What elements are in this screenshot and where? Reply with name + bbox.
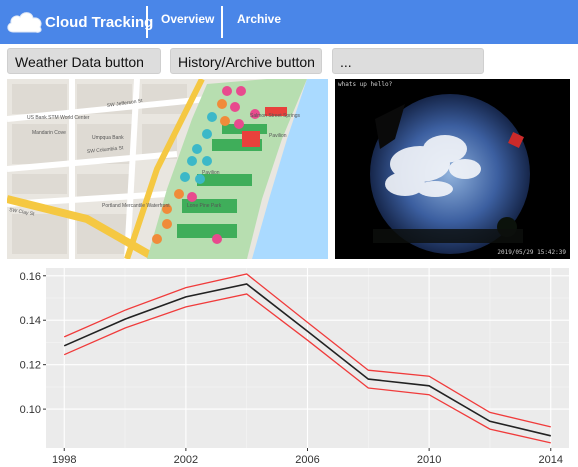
place-label: Pavilion bbox=[269, 133, 287, 139]
x-tick-label: 2014 bbox=[539, 454, 563, 466]
x-tick-label: 1998 bbox=[52, 454, 76, 466]
street-label: SW Clay St bbox=[9, 207, 36, 217]
cloud-logo-icon bbox=[7, 12, 42, 33]
y-tick-label: 0.12 bbox=[20, 360, 41, 372]
fisheye-sky-icon bbox=[370, 94, 530, 254]
x-tick-label: 2002 bbox=[174, 454, 198, 466]
nav-link-archive[interactable]: Archive bbox=[237, 12, 282, 26]
more-button[interactable]: ... bbox=[332, 48, 484, 74]
place-label: Umpqua Bank bbox=[92, 135, 124, 141]
map-canvas: SW Jefferson St SW Columbia St SW Clay S… bbox=[7, 79, 328, 259]
place-label: Lone Pine Park bbox=[187, 203, 222, 209]
series-line-2 bbox=[63, 293, 551, 444]
y-tick-label: 0.14 bbox=[20, 315, 41, 327]
street-label: SW Columbia St bbox=[87, 145, 125, 155]
history-archive-button[interactable]: History/Archive button bbox=[170, 48, 322, 74]
x-tick-label: 2010 bbox=[417, 454, 441, 466]
place-label: Mandarin Cove bbox=[32, 130, 66, 136]
top-navbar: Cloud Tracking Overview Archive bbox=[0, 0, 578, 44]
place-label: US Bank STM World Center bbox=[27, 115, 90, 121]
sky-camera-image: whats up hello? 2019/05/29 15:42:39 bbox=[335, 79, 570, 259]
nav-divider bbox=[221, 6, 223, 38]
x-tick-label: 2006 bbox=[295, 454, 319, 466]
series-line-0 bbox=[63, 283, 551, 437]
place-label: Salmon Street Springs bbox=[250, 113, 301, 119]
place-label: Pavilion bbox=[202, 170, 220, 176]
line-chart: 1998 2002 2006 2010 2014 0.10 0.12 0.14 0.16 bbox=[20, 268, 569, 466]
nav-link-overview[interactable]: Overview bbox=[161, 12, 215, 26]
brand[interactable]: Cloud Tracking bbox=[5, 6, 153, 38]
camera-timestamp: 2019/05/29 15:42:39 bbox=[497, 249, 566, 256]
trend-chart: 1998 2002 2006 2010 2014 0.10 0.12 0.14 0.16 bbox=[0, 262, 578, 467]
waterfront-map[interactable]: SW Jefferson St SW Columbia St SW Clay S… bbox=[7, 79, 328, 259]
weather-data-button[interactable]: Weather Data button bbox=[7, 48, 161, 74]
brand-title: Cloud Tracking bbox=[45, 14, 154, 31]
street-label: SW Jefferson St bbox=[106, 98, 143, 109]
y-tick-label: 0.10 bbox=[20, 404, 41, 416]
nav-divider bbox=[146, 6, 148, 38]
series-line-1 bbox=[63, 273, 551, 428]
y-tick-label: 0.16 bbox=[20, 271, 41, 283]
camera-caption: whats up hello? bbox=[338, 81, 393, 88]
place-label: Portland Mercantile Waterfront bbox=[102, 203, 170, 209]
